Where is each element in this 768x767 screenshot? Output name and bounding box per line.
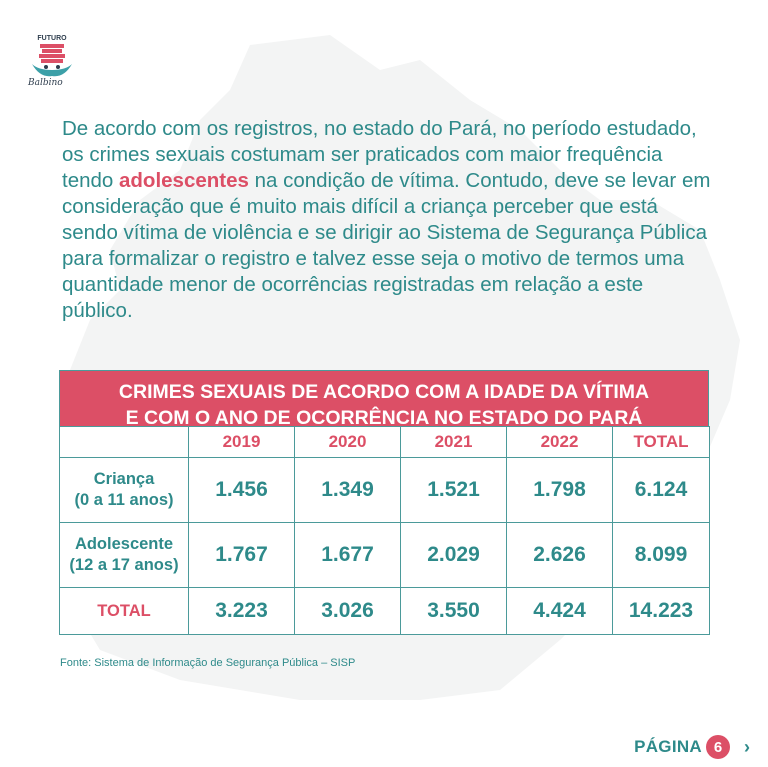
cell-value: 1.456 bbox=[188, 457, 295, 523]
intro-paragraph: De acordo com os registros, no estado do… bbox=[62, 116, 712, 324]
header-2021: 2021 bbox=[400, 426, 507, 458]
logo-tagline: Balbino bbox=[28, 78, 63, 88]
row-label-adolescente: Adolescente (12 a 17 anos) bbox=[59, 522, 189, 588]
cell-value: 3.550 bbox=[400, 587, 507, 635]
table-title-line1: CRIMES SEXUAIS DE ACORDO COM A IDADE DA … bbox=[118, 381, 650, 403]
table-title: CRIMES SEXUAIS DE ACORDO COM A IDADE DA … bbox=[59, 370, 709, 429]
row-label-total: TOTAL bbox=[59, 587, 189, 635]
header-2020: 2020 bbox=[294, 426, 401, 458]
crimes-table: CRIMES SEXUAIS DE ACORDO COM A IDADE DA … bbox=[59, 370, 710, 635]
cell-value: 1.798 bbox=[506, 457, 613, 523]
cell-value: 14.223 bbox=[612, 587, 710, 635]
cell-value: 1.521 bbox=[400, 457, 507, 523]
source-note: Fonte: Sistema de Informação de Seguranç… bbox=[60, 657, 356, 669]
table-row-total: TOTAL 3.223 3.026 3.550 4.424 14.223 bbox=[59, 587, 710, 635]
header-total: TOTAL bbox=[612, 426, 710, 458]
row-label-line1: Criança bbox=[93, 470, 155, 488]
header-2022: 2022 bbox=[506, 426, 613, 458]
crimes-data-table: 2019 2020 2021 2022 TOTAL Criança (0 a 1… bbox=[59, 426, 710, 635]
cell-value: 3.223 bbox=[188, 587, 295, 635]
row-label-line2: (12 a 17 anos) bbox=[69, 556, 179, 574]
cell-value: 2.626 bbox=[506, 522, 613, 588]
row-label-line2: (0 a 11 anos) bbox=[74, 491, 174, 509]
logo-arc-text: FUTURO bbox=[37, 35, 67, 42]
cell-value: 4.424 bbox=[506, 587, 613, 635]
row-label-line1: Adolescente bbox=[74, 535, 174, 553]
chevron-right-icon[interactable]: › bbox=[744, 736, 750, 757]
page-label: PÁGINA bbox=[634, 737, 702, 756]
cell-value: 8.099 bbox=[612, 522, 710, 588]
cell-value: 1.349 bbox=[294, 457, 401, 523]
header-2019: 2019 bbox=[188, 426, 295, 458]
cell-value: 1.767 bbox=[188, 522, 295, 588]
intro-text-after: na condição de vítima. Contudo, deve se … bbox=[62, 169, 711, 322]
futuro-balbino-logo: FUTURO bbox=[32, 35, 72, 77]
table-header-row: 2019 2020 2021 2022 TOTAL bbox=[59, 426, 710, 458]
table-row-adolescente: Adolescente (12 a 17 anos) 1.767 1.677 2… bbox=[59, 522, 710, 588]
cell-value: 1.677 bbox=[294, 522, 401, 588]
page-number-badge: 6 bbox=[706, 735, 730, 759]
intro-text-before: De acordo com os registros, no estado do… bbox=[62, 117, 697, 192]
page-indicator: PÁGINA 6 › bbox=[634, 735, 750, 759]
cell-value: 6.124 bbox=[612, 457, 710, 523]
row-label-crianca: Criança (0 a 11 anos) bbox=[59, 457, 189, 523]
cell-value: 3.026 bbox=[294, 587, 401, 635]
intro-highlight: adolescentes bbox=[119, 169, 249, 192]
table-title-line2: E COM O ANO DE OCORRÊNCIA NO ESTADO DO P… bbox=[125, 407, 643, 429]
table-row-crianca: Criança (0 a 11 anos) 1.456 1.349 1.521 … bbox=[59, 457, 710, 523]
cell-value: 2.029 bbox=[400, 522, 507, 588]
header-empty-cell bbox=[59, 426, 189, 458]
